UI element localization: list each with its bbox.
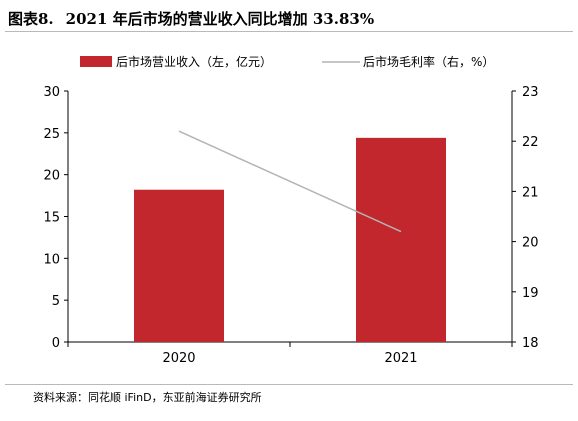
left-tick-label: 15 bbox=[43, 211, 60, 226]
right-tick-label: 21 bbox=[522, 185, 539, 200]
legend-bar-label: 后市场营业收入（左，亿元） bbox=[116, 54, 272, 69]
left-tick-label: 20 bbox=[43, 169, 60, 184]
right-tick-label: 19 bbox=[522, 286, 539, 301]
left-tick-label: 25 bbox=[43, 127, 60, 142]
x-tick-label: 2020 bbox=[162, 351, 195, 366]
bottom-rule bbox=[5, 384, 573, 385]
right-tick-label: 23 bbox=[522, 85, 539, 100]
legend-line-label: 后市场毛利率（右，%） bbox=[363, 54, 494, 69]
figure-title: 图表8. 2021 年后市场的营业收入同比增加 33.83% bbox=[8, 8, 374, 29]
figure-title-text: 2021 年后市场的营业收入同比增加 33.83% bbox=[65, 10, 375, 28]
right-tick-label: 22 bbox=[522, 135, 539, 150]
source-note: 资料来源：同花顺 iFinD，东亚前海证券研究所 bbox=[33, 391, 262, 404]
figure-number: 图表8. bbox=[8, 10, 54, 28]
left-tick-label: 30 bbox=[43, 85, 60, 100]
bar bbox=[134, 189, 224, 342]
left-tick-label: 0 bbox=[52, 336, 60, 351]
top-rule bbox=[5, 31, 573, 32]
bar bbox=[356, 137, 446, 342]
legend: 后市场营业收入（左，亿元） 后市场毛利率（右，%） bbox=[80, 54, 494, 69]
right-tick-label: 20 bbox=[522, 236, 539, 251]
left-tick-label: 5 bbox=[52, 294, 60, 309]
right-tick-label: 18 bbox=[522, 336, 539, 351]
margin-line bbox=[178, 130, 402, 233]
legend-bar-swatch bbox=[80, 56, 112, 67]
left-tick-label: 10 bbox=[43, 252, 60, 267]
x-tick-label: 2021 bbox=[384, 351, 417, 366]
